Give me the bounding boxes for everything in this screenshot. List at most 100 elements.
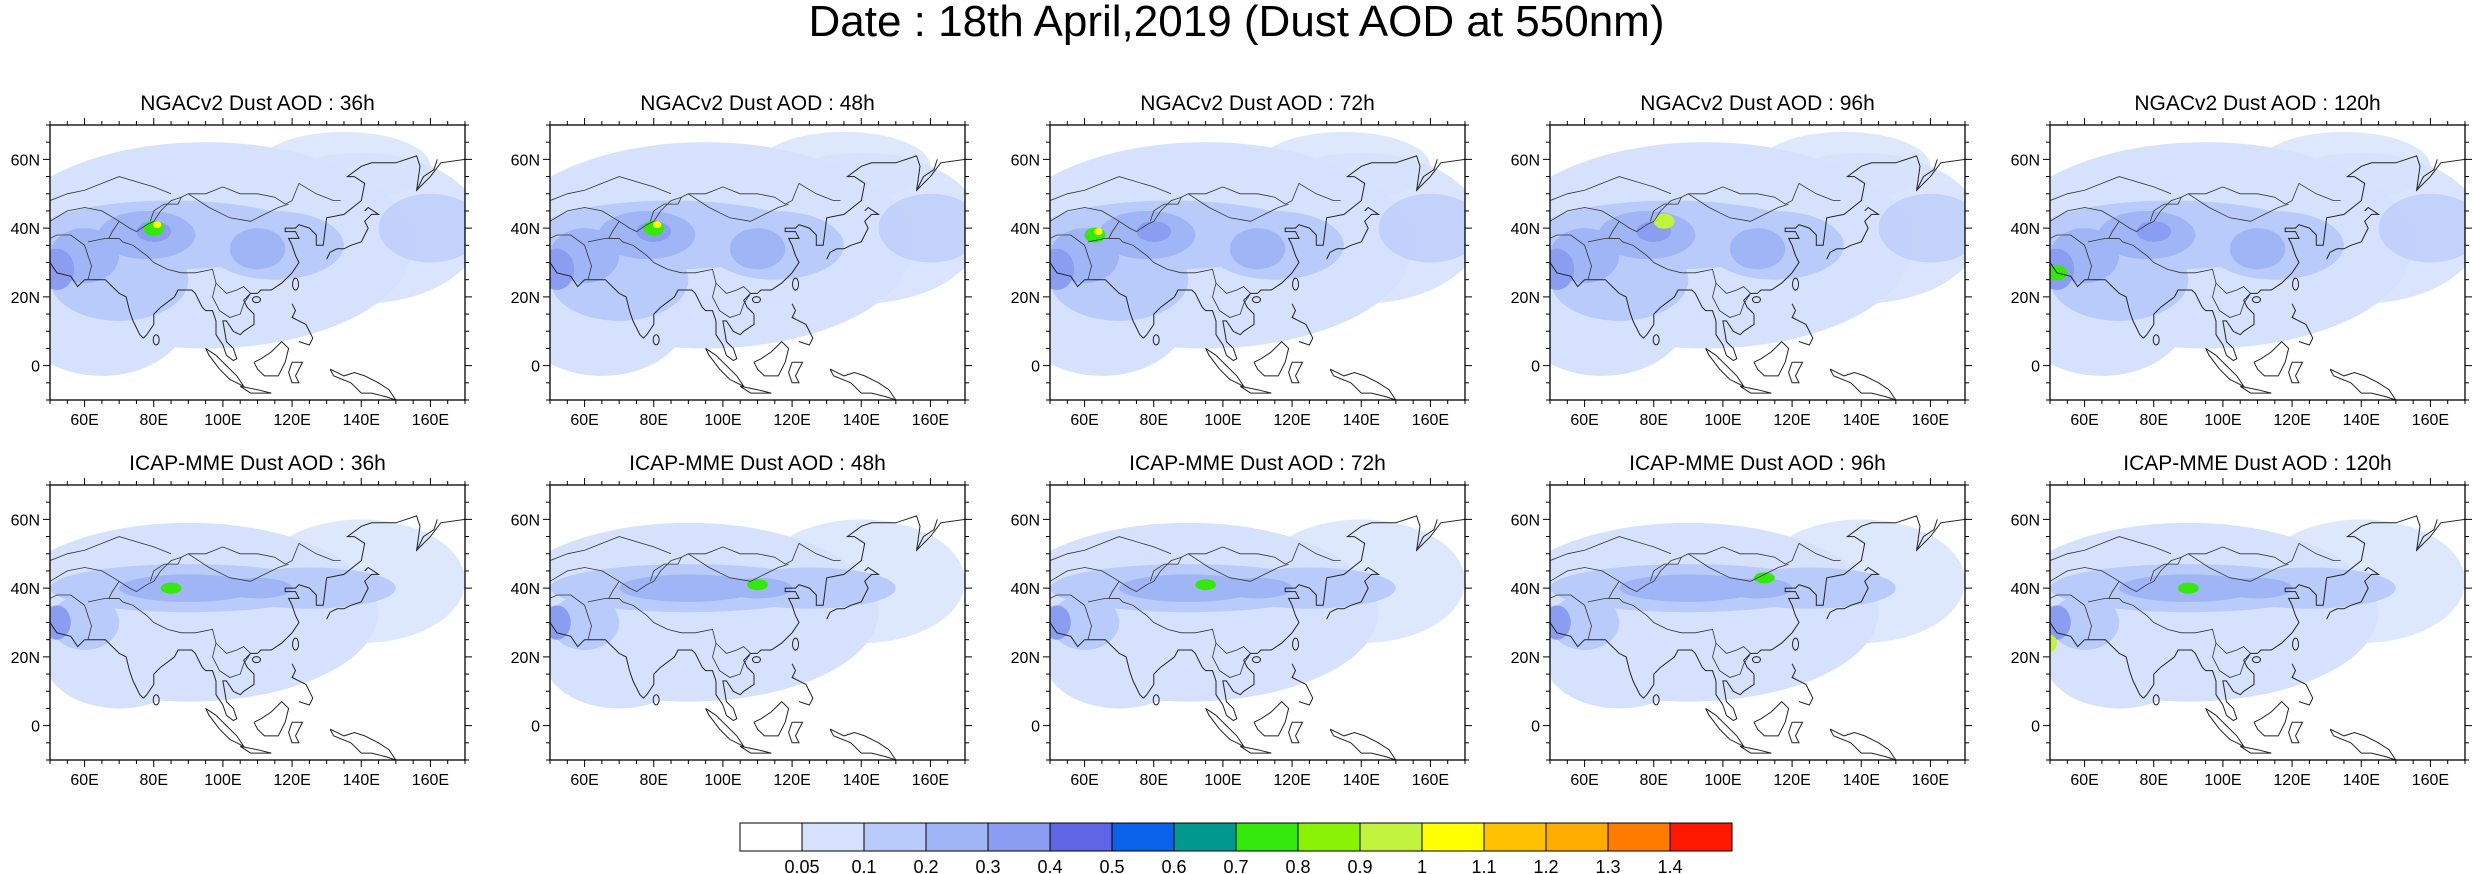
map-panel-1: 60E 80E 100E 120E 140E 160E 60N 40N 20N 0 xyxy=(11,118,472,429)
lat-tick-label: 60N xyxy=(511,512,540,529)
lon-tick-label: 140E xyxy=(1343,412,1380,429)
colorbar-label: 0.2 xyxy=(913,857,938,874)
lon-tick-label: 60E xyxy=(570,772,598,789)
lat-tick-label: 60N xyxy=(1011,512,1040,529)
lon-tick-label: 100E xyxy=(704,412,741,429)
lat-tick-label: 0 xyxy=(1031,359,1040,376)
panel-title-7: ICAP-MME Dust AOD : 48h xyxy=(629,452,886,475)
lon-tick-label: 100E xyxy=(1204,772,1241,789)
lon-tick-label: 100E xyxy=(1704,772,1741,789)
lon-tick-label: 140E xyxy=(1843,412,1880,429)
colorbar-label: 0.8 xyxy=(1285,857,1310,874)
colorbar-swatch xyxy=(1173,822,1237,852)
colorbar-label: 0.7 xyxy=(1223,857,1248,874)
lon-tick-label: 100E xyxy=(704,772,741,789)
map-panel-10: 60E 80E 100E 120E 140E 160E 60N 40N 20N 0 xyxy=(2011,478,2472,789)
panel-title-6: ICAP-MME Dust AOD : 36h xyxy=(129,452,386,475)
lon-tick-label: 80E xyxy=(1640,412,1668,429)
lon-tick-label: 60E xyxy=(570,412,598,429)
lon-tick-label: 80E xyxy=(640,772,668,789)
panel-title-1: NGACv2 Dust AOD : 36h xyxy=(140,92,375,115)
colorbar-swatch xyxy=(987,822,1051,852)
lat-tick-label: 20N xyxy=(1511,290,1540,307)
colorbar-swatch xyxy=(1669,822,1733,852)
lat-tick-label: 40N xyxy=(11,581,40,598)
map-panel-4: 60E 80E 100E 120E 140E 160E 60N 40N 20N 0 xyxy=(1511,118,1972,429)
lat-tick-label: 0 xyxy=(1531,719,1540,736)
lon-tick-label: 80E xyxy=(140,772,168,789)
lon-tick-label: 60E xyxy=(1070,772,1098,789)
lon-tick-label: 120E xyxy=(773,412,810,429)
lon-tick-label: 80E xyxy=(2140,412,2168,429)
colorbar-label: 0.1 xyxy=(851,857,876,874)
map-panel-8: 60E 80E 100E 120E 140E 160E 60N 40N 20N 0 xyxy=(1011,478,1472,789)
colorbar-label: 0.05 xyxy=(784,857,819,874)
colorbar-swatch xyxy=(801,822,865,852)
colorbar-swatch xyxy=(1483,822,1547,852)
lon-tick-label: 100E xyxy=(204,772,241,789)
colorbar-label: 1.2 xyxy=(1533,857,1558,874)
map-panel-9: 60E 80E 100E 120E 140E 160E 60N 40N 20N 0 xyxy=(1511,478,1972,789)
lon-tick-label: 80E xyxy=(1140,772,1168,789)
colorbar-label: 0.6 xyxy=(1161,857,1186,874)
lat-tick-label: 60N xyxy=(2011,152,2040,169)
colorbar-label: 1.4 xyxy=(1657,857,1682,874)
aod-field xyxy=(2050,125,2465,400)
lat-tick-label: 40N xyxy=(1011,221,1040,238)
lon-tick-label: 120E xyxy=(273,412,310,429)
lat-tick-label: 40N xyxy=(1011,581,1040,598)
colorbar-swatch xyxy=(1049,822,1113,852)
lon-tick-label: 160E xyxy=(412,412,449,429)
colorbar-label: 0.9 xyxy=(1347,857,1372,874)
lat-tick-label: 40N xyxy=(2011,221,2040,238)
lon-tick-label: 140E xyxy=(343,772,380,789)
colorbar: 0.05 0.1 0.2 0.3 0.4 0.5 0.6 0.7 0.8 0.9 1 1.1 1.2 1.… xyxy=(739,822,1733,874)
lat-tick-label: 0 xyxy=(31,359,40,376)
colorbar-label: 1.3 xyxy=(1595,857,1620,874)
lat-tick-label: 0 xyxy=(2031,359,2040,376)
lat-tick-label: 60N xyxy=(1511,512,1540,529)
colorbar-swatch xyxy=(1297,822,1361,852)
aod-field xyxy=(1050,125,1465,400)
lon-tick-label: 140E xyxy=(1343,772,1380,789)
aod-field xyxy=(50,125,465,400)
lat-tick-label: 0 xyxy=(1531,359,1540,376)
lon-tick-label: 160E xyxy=(1912,772,1949,789)
lat-tick-label: 0 xyxy=(31,719,40,736)
lon-tick-label: 140E xyxy=(2343,412,2380,429)
lon-tick-label: 160E xyxy=(2412,412,2449,429)
aod-field xyxy=(50,485,465,760)
lon-tick-label: 120E xyxy=(1273,772,1310,789)
lon-tick-label: 80E xyxy=(2140,772,2168,789)
lat-tick-label: 60N xyxy=(1511,152,1540,169)
aod-field xyxy=(1550,485,1965,760)
lat-tick-label: 20N xyxy=(511,290,540,307)
lon-tick-label: 160E xyxy=(912,412,949,429)
lon-tick-label: 60E xyxy=(1570,772,1598,789)
colorbar-label: 0.3 xyxy=(975,857,1000,874)
panel-title-8: ICAP-MME Dust AOD : 72h xyxy=(1129,452,1386,475)
panel-title-4: NGACv2 Dust AOD : 96h xyxy=(1640,92,1875,115)
lon-tick-label: 140E xyxy=(1843,772,1880,789)
lat-tick-label: 40N xyxy=(511,221,540,238)
colorbar-swatch xyxy=(1607,822,1671,852)
lon-tick-label: 80E xyxy=(640,412,668,429)
aod-field xyxy=(1050,485,1465,760)
lon-tick-label: 140E xyxy=(2343,772,2380,789)
lat-tick-label: 0 xyxy=(2031,719,2040,736)
colorbar-swatch xyxy=(863,822,927,852)
aod-field xyxy=(1550,125,1965,400)
lon-tick-label: 120E xyxy=(773,772,810,789)
lon-tick-label: 100E xyxy=(2204,412,2241,429)
lon-tick-label: 60E xyxy=(1070,412,1098,429)
lon-tick-label: 160E xyxy=(412,772,449,789)
colorbar-label: 0.4 xyxy=(1037,857,1062,874)
map-panel-3: 60E 80E 100E 120E 140E 160E 60N 40N 20N 0 xyxy=(1011,118,1472,429)
lon-tick-label: 120E xyxy=(1773,772,1810,789)
lat-tick-label: 60N xyxy=(1011,152,1040,169)
lon-tick-label: 80E xyxy=(1640,772,1668,789)
map-panel-5: 60E 80E 100E 120E 140E 160E 60N 40N 20N 0 xyxy=(2011,118,2472,429)
lon-tick-label: 160E xyxy=(1412,772,1449,789)
lat-tick-label: 60N xyxy=(11,512,40,529)
